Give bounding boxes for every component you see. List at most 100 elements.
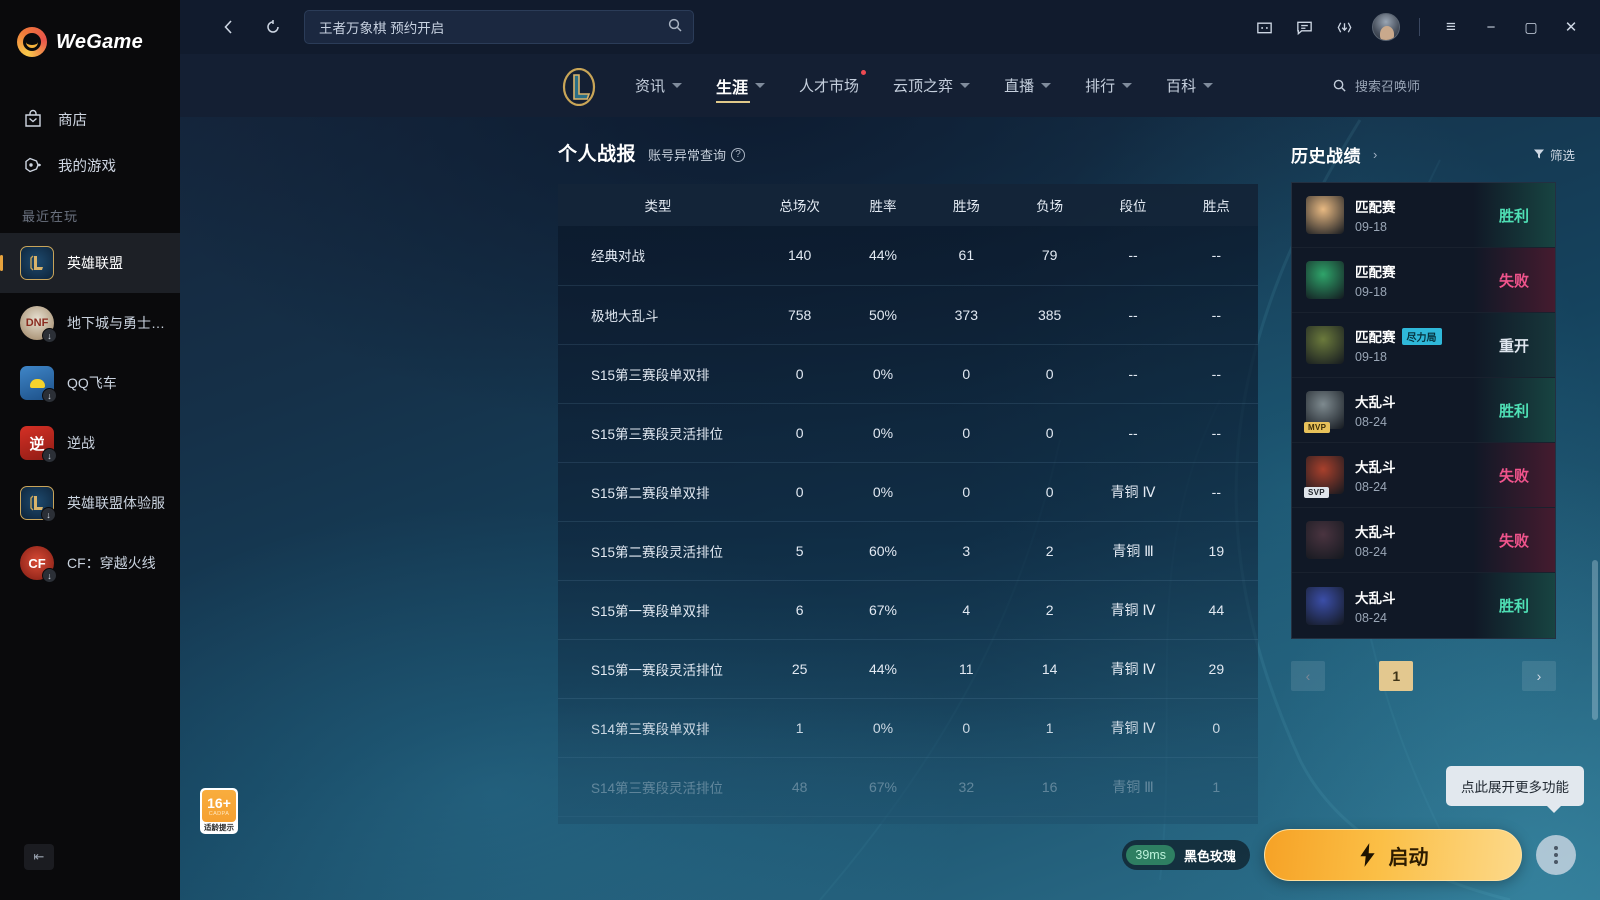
sidebar-item-mygames[interactable]: 我的游戏 xyxy=(0,142,180,188)
box-icon[interactable] xyxy=(1247,10,1281,44)
search-icon[interactable] xyxy=(667,17,683,38)
col-winrate: 胜率 xyxy=(841,184,925,226)
minimize-button[interactable]: − xyxy=(1486,18,1496,36)
pager-prev[interactable]: ‹ xyxy=(1291,661,1325,691)
tab-news[interactable]: 资讯 xyxy=(618,54,699,117)
tab-label: 资讯 xyxy=(635,78,666,95)
col-wins: 胜场 xyxy=(924,184,1008,226)
mygames-icon xyxy=(22,154,44,176)
message-icon[interactable] xyxy=(1287,10,1321,44)
avatar[interactable] xyxy=(1372,13,1400,41)
cell-type: S14第三赛段单双排 xyxy=(558,697,758,757)
cell-tier: 青铜 Ⅳ xyxy=(1091,461,1175,521)
match-row[interactable]: 匹配赛 09-18 胜利 xyxy=(1292,183,1555,248)
download-icon[interactable] xyxy=(1327,10,1361,44)
cell-tier: -- xyxy=(1091,402,1175,462)
cell-wins: 4 xyxy=(924,579,1008,639)
back-arrow-icon[interactable] xyxy=(212,10,246,44)
lol-logo-icon[interactable] xyxy=(558,67,600,107)
pager-current-page[interactable]: 1 xyxy=(1379,661,1414,691)
sidebar-game-lol-pbe[interactable]: ↓ 英雄联盟体验服 xyxy=(0,473,180,533)
collapse-sidebar-icon[interactable]: ⇤ xyxy=(24,844,54,870)
cell-total: 0 xyxy=(758,402,842,462)
match-row[interactable]: 匹配赛 09-18 失败 xyxy=(1292,248,1555,313)
stats-table-wrap: 类型 总场次 胜率 胜场 负场 段位 胜点 经典对战 140 44% 61 79 -- --… xyxy=(558,184,1258,824)
tab-live[interactable]: 直播 xyxy=(987,54,1068,117)
launch-button[interactable]: 启动 xyxy=(1264,829,1522,881)
question-icon[interactable]: ? xyxy=(731,147,746,162)
table-row[interactable]: S15第三赛段单双排 0 0% 0 0 -- -- xyxy=(558,343,1258,403)
match-row[interactable]: 匹配赛 尽力局 09-18 重开 xyxy=(1292,313,1555,378)
col-type: 类型 xyxy=(558,184,758,226)
match-mode: 大乱斗 xyxy=(1355,460,1396,475)
col-lp: 胜点 xyxy=(1174,184,1258,226)
history-pager: ‹ 1 › xyxy=(1291,661,1556,691)
match-date: 08-24 xyxy=(1355,480,1387,494)
cell-winrate: 0% xyxy=(841,697,925,757)
cell-winrate: 50% xyxy=(841,284,925,344)
mvp-badge: MVP xyxy=(1304,422,1331,433)
menu-icon[interactable]: ≡ xyxy=(1446,17,1456,36)
table-row[interactable]: S15第二赛段灵活排位 5 60% 3 2 青铜 Ⅲ 19 xyxy=(558,520,1258,580)
tab-tft[interactable]: 云顶之弈 xyxy=(876,54,987,117)
table-row[interactable]: S15第一赛段灵活排位 25 44% 11 14 青铜 Ⅳ 29 xyxy=(558,638,1258,698)
match-row[interactable]: MVP 大乱斗 08-24 胜利 xyxy=(1292,378,1555,443)
sidebar-item-label: 商店 xyxy=(58,112,87,129)
tab-ranking[interactable]: 排行 xyxy=(1068,54,1149,117)
pager-next[interactable]: › xyxy=(1521,661,1556,691)
close-button[interactable]: ✕ xyxy=(1564,19,1578,36)
match-mode: 大乱斗 xyxy=(1355,395,1396,410)
sidebar-game-dnf[interactable]: DNF ↓ 地下城与勇士：… xyxy=(0,293,180,353)
server-name[interactable]: 黑色玫瑰 xyxy=(1183,848,1236,864)
match-row[interactable]: SVP 大乱斗 08-24 失败 xyxy=(1292,443,1555,508)
sidebar-item-store[interactable]: 商店 xyxy=(0,96,180,142)
cell-losses: 0 xyxy=(1007,343,1092,403)
match-result: 失败 xyxy=(1473,508,1555,572)
summoner-search[interactable]: 搜索召唤师 xyxy=(1332,76,1420,95)
refresh-icon[interactable] xyxy=(256,10,290,44)
account-anomaly-link[interactable]: 账号异常查询 ? xyxy=(648,145,746,164)
match-row[interactable]: 大乱斗 08-24 胜利 xyxy=(1292,573,1555,638)
match-date: 08-24 xyxy=(1355,415,1387,429)
more-vertical-icon[interactable] xyxy=(1536,835,1576,875)
titlebar-actions: ≡ − ▢ ✕ xyxy=(1247,10,1600,44)
search-input[interactable] xyxy=(319,19,667,35)
sidebar-game-lol[interactable]: 英雄联盟 xyxy=(0,233,180,293)
divider xyxy=(1419,18,1420,36)
cell-losses: 16 xyxy=(1007,756,1092,816)
sidebar-game-cf[interactable]: CF ↓ CF：穿越火线 xyxy=(0,533,180,593)
table-row[interactable]: 极地大乱斗 758 50% 373 385 -- -- xyxy=(558,284,1258,344)
col-tier: 段位 xyxy=(1091,184,1175,226)
new-dot-icon xyxy=(861,70,867,75)
cell-lp: 19 xyxy=(1174,520,1258,580)
sidebar-game-nizhan[interactable]: 逆 ↓ 逆战 xyxy=(0,413,180,473)
cell-type: S15第三赛段灵活排位 xyxy=(558,402,758,462)
match-row[interactable]: 大乱斗 08-24 失败 xyxy=(1292,508,1555,573)
table-row[interactable]: S15第三赛段灵活排位 0 0% 0 0 -- -- xyxy=(558,402,1258,462)
table-row[interactable]: 经典对战 140 44% 61 79 -- -- xyxy=(558,226,1258,285)
maximize-button[interactable]: ▢ xyxy=(1524,18,1538,35)
tab-talent-market[interactable]: 人才市场 xyxy=(782,54,876,117)
match-list: 匹配赛 09-18 胜利 匹配赛 09-18 失败 匹配赛 尽力局 09-18 重开 MVP 大乱斗 0… xyxy=(1291,182,1556,639)
table-row[interactable]: S15第一赛段单双排 6 67% 4 2 青铜 Ⅳ 44 xyxy=(558,579,1258,639)
tab-wiki[interactable]: 百科 xyxy=(1149,54,1230,117)
match-result: 胜利 xyxy=(1473,378,1555,442)
champion-portrait-icon: SVP xyxy=(1304,456,1344,498)
chevron-right-icon[interactable]: › xyxy=(1373,146,1378,162)
sidebar-game-qqspeed[interactable]: ↓ QQ飞车 xyxy=(0,353,180,413)
chevron-down-icon xyxy=(1203,83,1214,88)
table-row[interactable]: S15第二赛段单双排 0 0% 0 0 青铜 Ⅳ -- xyxy=(558,461,1258,521)
cell-lp: -- xyxy=(1174,461,1258,521)
launch-label: 启动 xyxy=(1388,846,1429,869)
report-header: 个人战报 账号异常查询 ? xyxy=(558,139,1276,166)
global-search[interactable] xyxy=(304,10,694,44)
cell-wins: 0 xyxy=(924,343,1008,403)
page-scrollbar[interactable] xyxy=(1592,560,1598,720)
more-tooltip: 点此展开更多功能 xyxy=(1446,766,1584,813)
match-mode: 大乱斗 xyxy=(1355,525,1396,540)
filter-button[interactable]: 筛选 xyxy=(1533,145,1581,164)
tab-career[interactable]: 生涯 xyxy=(699,54,782,117)
match-mode: 匹配赛 尽力局 xyxy=(1355,326,1442,346)
